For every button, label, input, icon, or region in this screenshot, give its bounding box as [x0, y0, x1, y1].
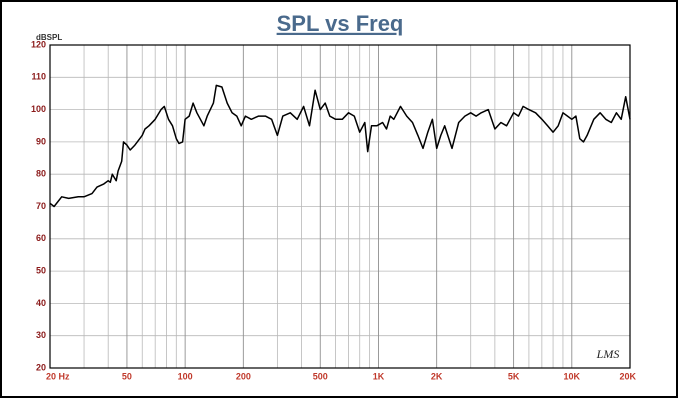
y-tick-label: 80	[36, 169, 46, 179]
y-axis-label: dBSPL	[36, 33, 62, 42]
x-tick-label: 100	[178, 371, 193, 381]
y-tick-label: 100	[31, 104, 46, 114]
spl-line	[49, 84, 631, 208]
y-tick-label: 120	[31, 39, 46, 49]
x-tick-label: 50	[122, 371, 132, 381]
y-tick-label: 50	[36, 265, 46, 275]
y-tick-label: 90	[36, 136, 46, 146]
x-tick-label: 10K	[564, 371, 581, 381]
y-tick-label: 40	[36, 298, 46, 308]
chart-title: SPL vs Freq	[277, 11, 404, 36]
annotation: LMS	[596, 347, 620, 361]
x-tick-label: 5K	[508, 371, 520, 381]
x-tick-label: 20 Hz	[46, 371, 70, 381]
y-tick-label: 60	[36, 233, 46, 243]
y-tick-label: 70	[36, 201, 46, 211]
x-tick-label: 500	[313, 371, 328, 381]
plot-area	[49, 44, 631, 369]
y-tick-label: 30	[36, 330, 46, 340]
x-tick-label: 2K	[431, 371, 443, 381]
x-tick-label: 20K	[619, 371, 636, 381]
y-tick-label: 110	[31, 72, 46, 82]
x-tick-label: 200	[236, 371, 251, 381]
x-tick-label: 1K	[373, 371, 385, 381]
y-tick-label: 20	[36, 362, 46, 372]
